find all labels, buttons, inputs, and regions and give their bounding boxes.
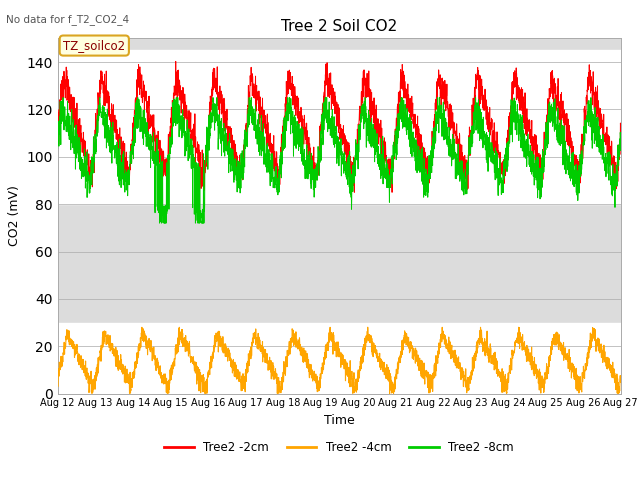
X-axis label: Time: Time — [324, 414, 355, 427]
Text: No data for f_T2_CO2_4: No data for f_T2_CO2_4 — [6, 14, 129, 25]
Bar — [58, 50, 621, 204]
Title: Tree 2 Soil CO2: Tree 2 Soil CO2 — [281, 20, 397, 35]
Text: TZ_soilco2: TZ_soilco2 — [63, 39, 125, 52]
Legend: Tree2 -2cm, Tree2 -4cm, Tree2 -8cm: Tree2 -2cm, Tree2 -4cm, Tree2 -8cm — [160, 436, 518, 459]
Bar — [58, 323, 621, 394]
Y-axis label: CO2 (mV): CO2 (mV) — [8, 186, 21, 246]
